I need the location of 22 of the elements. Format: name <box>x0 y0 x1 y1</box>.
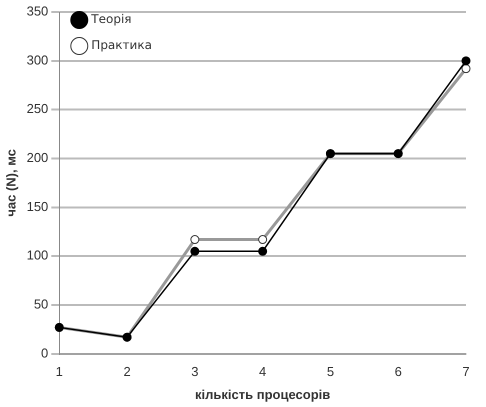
y-tick-label: 100 <box>26 248 48 263</box>
x-tick-label: 4 <box>259 364 266 380</box>
point <box>462 56 470 66</box>
legend-label: Практика <box>91 38 152 52</box>
y-tick-label: 0 <box>41 345 48 360</box>
y-tick-label: 250 <box>26 101 48 116</box>
x-axis-title: кількість процесорів <box>195 386 330 402</box>
y-tick-label: 50 <box>34 296 48 312</box>
y-tick-label: 300 <box>26 52 48 68</box>
x-tick-label: 2 <box>123 364 131 380</box>
x-tick-label: 6 <box>394 364 402 380</box>
x-tick-label: 5 <box>326 364 334 380</box>
legend-label: Теорія <box>90 12 132 26</box>
y-tick-label: 200 <box>26 150 48 166</box>
y-tick-label: 350 <box>26 4 48 19</box>
point <box>258 246 268 256</box>
x-tick-label: 7 <box>462 364 470 380</box>
x-tick-label: 1 <box>56 364 63 380</box>
x-tick-label: 3 <box>191 364 198 380</box>
y-tick-label: 150 <box>26 198 48 214</box>
point <box>190 246 200 256</box>
y-axis-title: час (N), мс <box>3 149 18 217</box>
